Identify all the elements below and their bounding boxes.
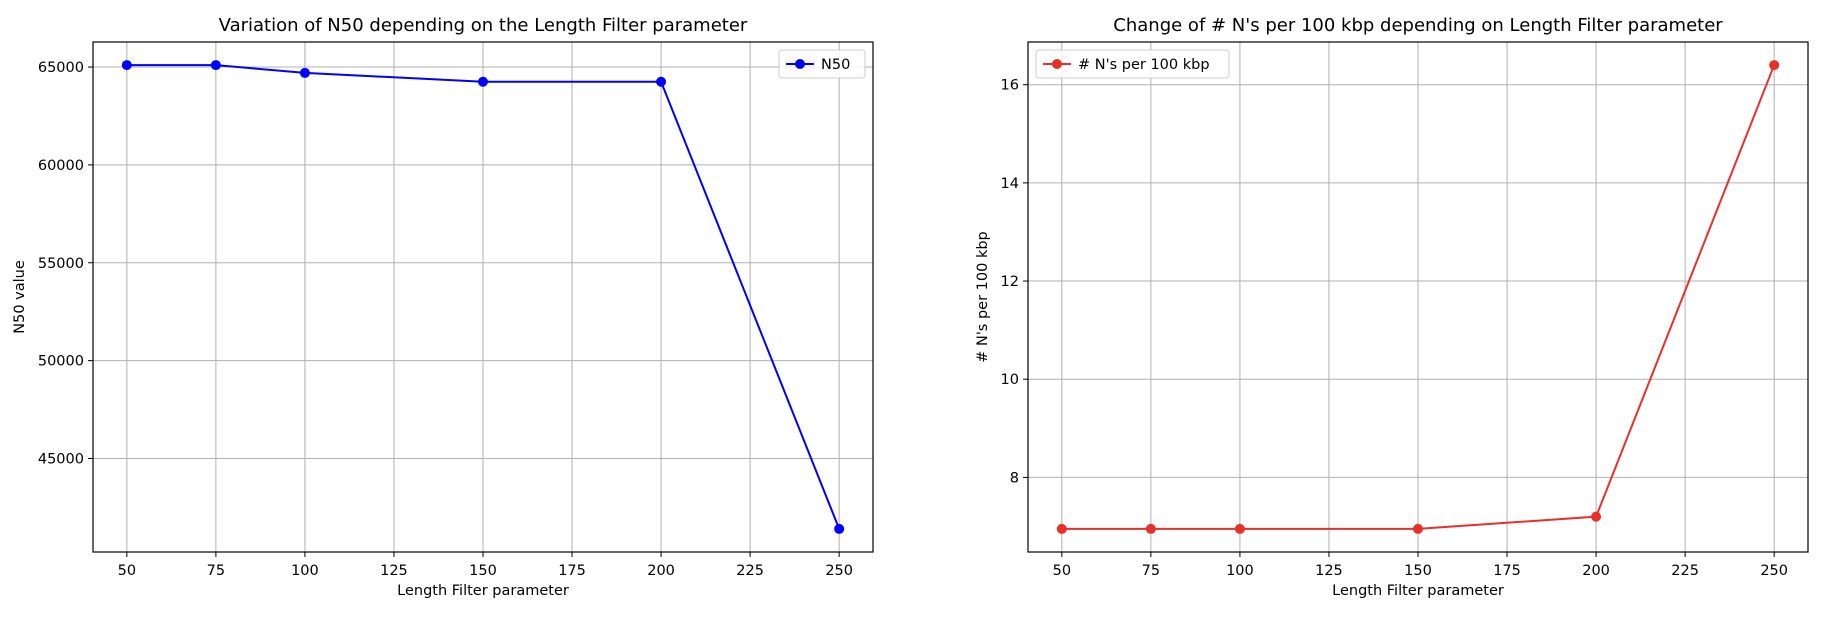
legend-label: # N's per 100 kbp bbox=[1078, 57, 1210, 73]
x-tick-label: 250 bbox=[825, 563, 853, 579]
x-tick-label: 250 bbox=[1760, 563, 1788, 579]
x-tick-label: 125 bbox=[1315, 563, 1343, 579]
series-line bbox=[1061, 64, 1776, 530]
chart-n-per-100kbp: 50 75 100 125 150 175 200 225 250 8 10 12 14 16 Change… bbox=[975, 15, 1809, 599]
chart-title: Change of # N's per 100 kbp depending on… bbox=[1113, 15, 1723, 36]
x-tick-label: 75 bbox=[207, 563, 225, 579]
x-tick-label: 100 bbox=[291, 563, 319, 579]
data-point bbox=[656, 76, 667, 87]
y-tick-label: 14 bbox=[1001, 176, 1019, 192]
legend-box bbox=[778, 49, 866, 79]
x-tick-label: 125 bbox=[380, 563, 408, 579]
y-tick-label: 10 bbox=[1001, 372, 1019, 388]
data-point bbox=[1145, 523, 1156, 534]
x-tick-label: 50 bbox=[1053, 563, 1071, 579]
x-tick-label: 50 bbox=[118, 563, 136, 579]
y-axis-label: N50 value bbox=[12, 260, 28, 334]
chart-title: Variation of N50 depending on the Length… bbox=[219, 15, 748, 36]
data-point bbox=[1234, 523, 1245, 534]
x-tick-label: 200 bbox=[647, 563, 675, 579]
x-axis-label: Length Filter parameter bbox=[397, 583, 569, 599]
x-tick-label: 175 bbox=[1493, 563, 1521, 579]
y-tick-label: 65000 bbox=[38, 60, 84, 76]
legend: # N's per 100 kbp bbox=[1035, 49, 1230, 79]
y-tick-label: 55000 bbox=[38, 256, 84, 272]
data-point bbox=[1591, 511, 1602, 522]
legend-marker bbox=[1052, 59, 1062, 69]
legend-box bbox=[1035, 49, 1230, 79]
data-point bbox=[834, 523, 845, 534]
y-tick-label: 60000 bbox=[38, 158, 84, 174]
x-axis-label: Length Filter parameter bbox=[1332, 583, 1504, 599]
legend-label: N50 bbox=[821, 57, 850, 73]
series-line bbox=[126, 64, 841, 530]
x-tick-label: 100 bbox=[1226, 563, 1254, 579]
x-tick-label: 150 bbox=[469, 563, 497, 579]
y-tick-label: 45000 bbox=[38, 451, 84, 467]
x-tick-label: 225 bbox=[1671, 563, 1699, 579]
x-tick-label: 150 bbox=[1404, 563, 1432, 579]
data-point bbox=[210, 60, 221, 71]
x-tick-label: 75 bbox=[1142, 563, 1160, 579]
data-point bbox=[478, 76, 488, 87]
legend: N50 bbox=[778, 49, 866, 79]
y-tick-label: 12 bbox=[1001, 274, 1019, 290]
y-tick-label: 50000 bbox=[38, 354, 84, 370]
x-tick-label: 175 bbox=[558, 563, 586, 579]
x-tick-label: 225 bbox=[736, 563, 764, 579]
data-point bbox=[1769, 60, 1780, 71]
data-point bbox=[299, 67, 310, 78]
x-tick-label: 200 bbox=[1582, 563, 1610, 579]
data-point bbox=[1056, 523, 1067, 534]
data-point bbox=[1413, 523, 1423, 534]
data-point bbox=[121, 60, 132, 71]
legend-marker bbox=[795, 59, 805, 69]
y-tick-label: 8 bbox=[1010, 470, 1019, 486]
y-axis-label: # N's per 100 kbp bbox=[975, 231, 991, 363]
chart-n50: 50 75 100 125 150 175 200 225 250 45000 50000 55000… bbox=[12, 15, 874, 599]
y-tick-label: 16 bbox=[1001, 78, 1019, 94]
